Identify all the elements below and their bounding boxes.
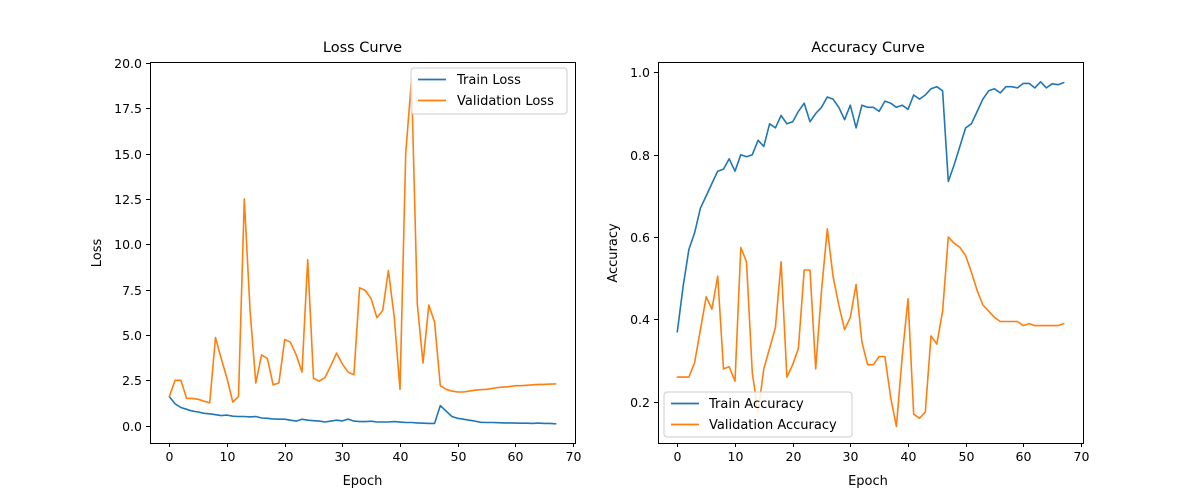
accuracy-x-tick-label: 10 [728, 449, 744, 464]
loss-plot-frame [150, 62, 576, 444]
loss-x-tick-label: 70 [566, 449, 582, 464]
accuracy-y-tick-label: 0.6 [630, 230, 650, 245]
loss-x-tick-label: 20 [278, 449, 294, 464]
accuracy-y-axis-label: Accuracy [606, 223, 621, 283]
accuracy-legend-box [663, 391, 853, 438]
accuracy-x-tick-label: 60 [1016, 449, 1032, 464]
accuracy-x-tick-label: 0 [674, 449, 682, 464]
accuracy-chart: Accuracy Curve 0 10 20 30 40 50 60 700.20.40.60… [606, 40, 1089, 489]
accuracy-x-tick-label: 20 [786, 449, 802, 464]
loss-x-tick-label: 0 [166, 449, 174, 464]
accuracy-chart-title: Accuracy Curve [811, 40, 925, 56]
accuracy-y-tick-label: 1.0 [630, 65, 650, 80]
loss-legend-validation-label: Validation Loss [457, 94, 554, 109]
accuracy-y-tick-label: 0.4 [630, 312, 650, 327]
accuracy-x-tick-label: 40 [901, 449, 917, 464]
accuracy-series [676, 81, 1065, 428]
accuracy-ticks: 0 10 20 30 40 50 60 70 0.2 0.4 0.6 0.8 1.0 [630, 65, 1089, 464]
loss-ticks: 0 10 20 30 40 50 60 70 0.0 2.5 5.0 7.5 10.0 12.5 15.0 1… [114, 56, 581, 464]
loss-y-tick-label: 17.5 [114, 101, 142, 116]
loss-legend-train-label: Train Loss [456, 73, 521, 88]
accuracy-legend-train-label: Train Accuracy [708, 397, 804, 412]
loss-x-tick-label: 60 [508, 449, 524, 464]
accuracy-x-axis-label: Epoch [848, 474, 888, 489]
accuracy-x-tick-label: 50 [959, 449, 975, 464]
accuracy-x-tick-label: 70 [1074, 449, 1090, 464]
loss-legend-box [410, 67, 568, 115]
loss-y-tick-label: 5.0 [122, 328, 142, 343]
loss-chart-title: Loss Curve [323, 40, 402, 56]
loss-chart: Loss Curve 0 10 20 30 40 50 60 70 0.0 2.5 5.0 7.5 10… [90, 40, 581, 489]
loss-y-axis-label: Loss [90, 239, 105, 268]
accuracy-legend: Train Accuracy Validation Accuracy [663, 391, 853, 438]
accuracy-series-train [676, 81, 1065, 333]
loss-series [168, 78, 557, 425]
accuracy-y-tick-label: 0.8 [630, 148, 650, 163]
loss-series-validation [168, 78, 557, 404]
loss-x-tick-label: 50 [451, 449, 467, 464]
loss-y-tick-label: 15.0 [114, 147, 142, 162]
loss-x-tick-label: 30 [335, 449, 351, 464]
loss-y-tick-label: 20.0 [114, 56, 142, 71]
loss-y-tick-label: 12.5 [114, 192, 142, 207]
accuracy-x-tick-label: 30 [843, 449, 859, 464]
loss-series-train [168, 395, 557, 425]
accuracy-series-validation [676, 228, 1065, 428]
loss-y-tick-label: 10.0 [114, 237, 142, 252]
loss-legend: Train Loss Validation Loss [410, 67, 568, 115]
loss-x-tick-label: 40 [393, 449, 409, 464]
loss-x-axis-label: Epoch [343, 474, 383, 489]
loss-y-tick-label: 7.5 [122, 283, 142, 298]
loss-y-tick-label: 0.0 [122, 419, 142, 434]
loss-y-tick-label: 2.5 [122, 373, 142, 388]
accuracy-plot-frame [658, 62, 1084, 444]
loss-x-tick-label: 10 [220, 449, 236, 464]
accuracy-y-tick-label: 0.2 [630, 395, 650, 410]
accuracy-legend-validation-label: Validation Accuracy [709, 418, 837, 433]
